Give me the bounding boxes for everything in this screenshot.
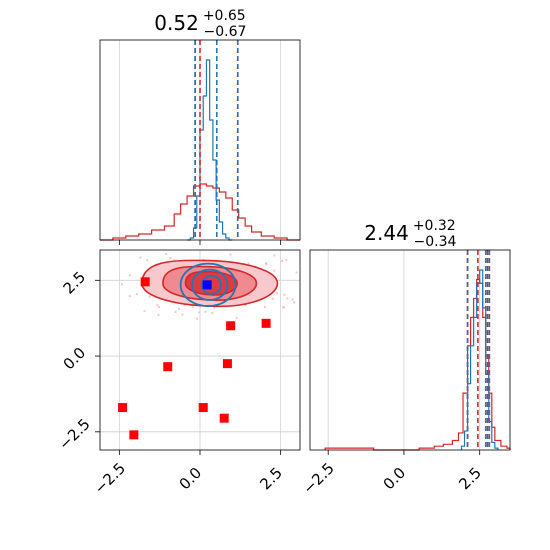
- top-hist-red-series: [100, 183, 300, 241]
- faint-point-19: [283, 293, 286, 296]
- top-hist-title: 0.52 +0.65: [154, 8, 245, 35]
- faint-point-58: [265, 263, 268, 266]
- faint-point-69: [285, 258, 288, 261]
- faint-point-10: [291, 298, 294, 301]
- right-hist-title-plus: +0.32: [413, 218, 456, 234]
- faint-point-3: [165, 252, 168, 255]
- top-hist-panel: 0.52 +0.65 −0.67: [99, 8, 301, 245]
- red-square-8: [129, 430, 139, 440]
- faint-point-16: [244, 304, 247, 307]
- faint-point-13: [157, 305, 160, 308]
- red-square-0: [140, 277, 150, 287]
- faint-point-41: [281, 260, 284, 263]
- right-hist-blue-series: [460, 269, 499, 450]
- top-hist-title-plus: +0.65: [203, 8, 246, 24]
- faint-point-9: [177, 307, 180, 310]
- faint-point-20: [196, 317, 199, 320]
- faint-point-12: [286, 297, 289, 300]
- right-hist-blue: [460, 269, 499, 450]
- faint-point-67: [181, 313, 184, 316]
- right-hist-quantile-lines: [466, 250, 491, 450]
- faint-point-66: [295, 271, 298, 274]
- red-square-2: [261, 318, 271, 328]
- faint-point-39: [173, 259, 176, 262]
- red-square-4: [222, 359, 232, 369]
- faint-point-35: [121, 283, 124, 286]
- red-square-6: [198, 403, 208, 413]
- faint-point-40: [235, 316, 238, 319]
- faint-point-54: [204, 310, 207, 313]
- faint-point-33: [264, 306, 267, 309]
- faint-point-60: [143, 310, 146, 313]
- contour-grid: [100, 250, 300, 450]
- red-square-1: [226, 321, 236, 331]
- faint-point-7: [146, 259, 149, 262]
- faint-point-50: [213, 306, 216, 309]
- blue-square: [202, 280, 212, 290]
- faint-point-32: [271, 297, 274, 300]
- red-square-3: [163, 362, 173, 372]
- faint-point-5: [174, 310, 177, 313]
- faint-point-4: [211, 311, 214, 314]
- top-hist-title-minus: −0.67: [204, 24, 247, 40]
- blue-contour-level-2: [200, 274, 222, 295]
- faint-point-30: [169, 256, 172, 259]
- right-hist-red: [324, 278, 511, 451]
- right-hist-title-median: 2.44: [364, 221, 409, 245]
- faint-point-26: [157, 313, 160, 316]
- blue-contour-level-0: [179, 262, 237, 307]
- faint-point-42: [273, 269, 276, 272]
- faint-point-22: [135, 293, 138, 296]
- top-hist-title-median: 0.52: [154, 11, 199, 35]
- right-hist-title-minus: −0.34: [414, 234, 457, 250]
- red-square-7: [219, 413, 229, 423]
- right-hist-title: 2.44 +0.32: [364, 218, 455, 245]
- top-hist-quantile-lines: [194, 40, 239, 240]
- faint-point-37: [191, 305, 194, 308]
- top-hist-ticks: [118, 240, 282, 245]
- blue-contour-level-1: [191, 268, 229, 301]
- top-hist-red: [100, 183, 300, 241]
- faint-point-38: [148, 295, 151, 298]
- contour-blue-levels: [179, 262, 237, 307]
- right-hist-red-series: [324, 278, 511, 451]
- contour-blue-point: [202, 280, 212, 290]
- faint-point-63: [128, 295, 131, 298]
- faint-point-46: [128, 274, 131, 277]
- faint-point-57: [139, 256, 142, 259]
- faint-point-17: [247, 262, 250, 265]
- red-square-5: [118, 403, 128, 413]
- faint-point-65: [229, 253, 232, 256]
- faint-point-14: [293, 301, 296, 304]
- faint-point-36: [276, 292, 279, 295]
- faint-point-2: [198, 311, 201, 314]
- faint-point-34: [156, 303, 159, 306]
- contour-red-squares: [118, 277, 271, 440]
- right-hist-frame: [309, 249, 511, 451]
- faint-point-47: [273, 254, 276, 257]
- faint-point-49: [283, 306, 286, 309]
- faint-point-55: [184, 304, 187, 307]
